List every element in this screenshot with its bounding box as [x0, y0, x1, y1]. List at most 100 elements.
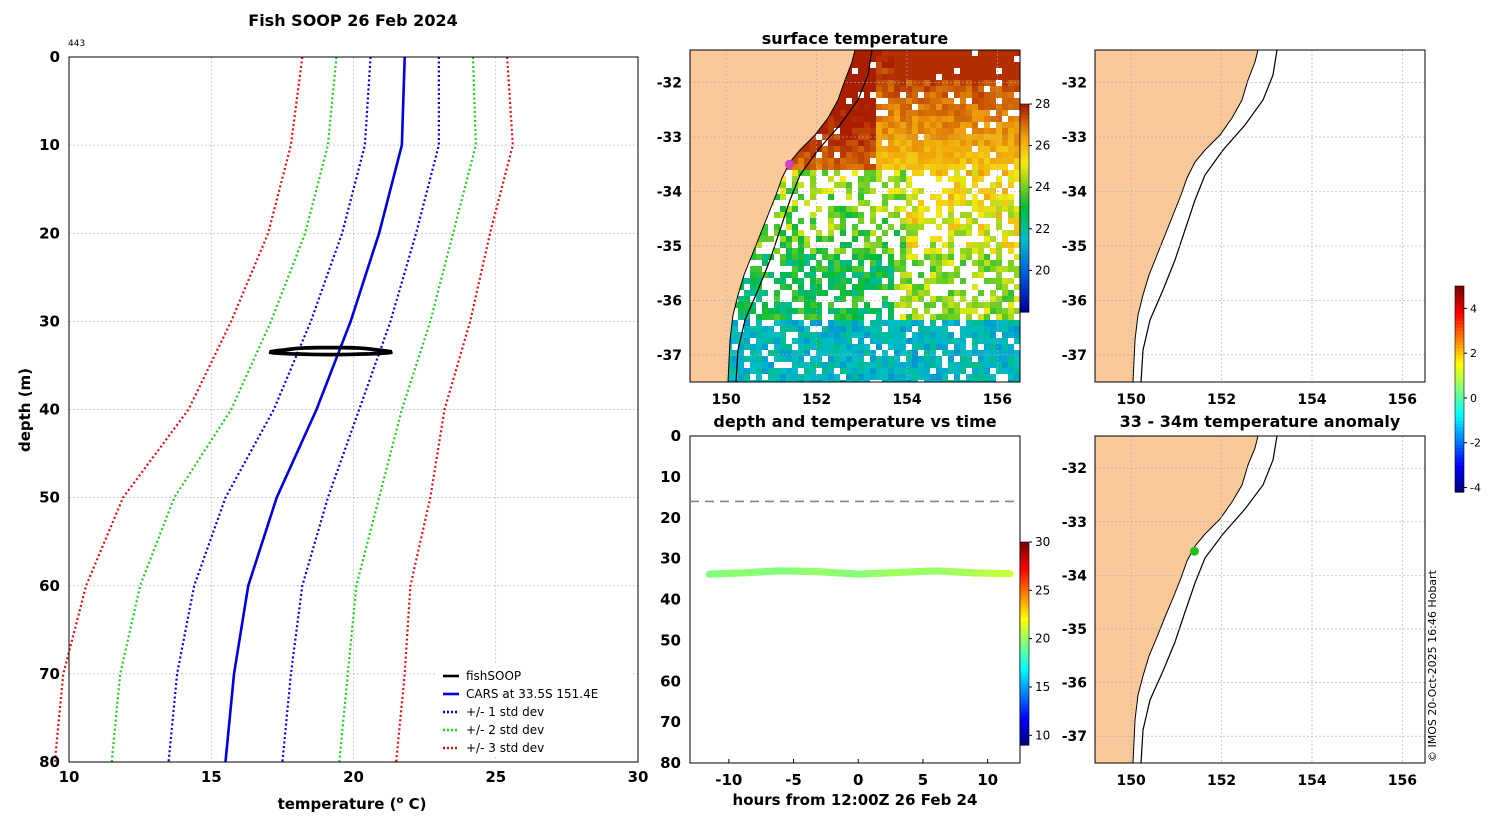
sst-cell	[948, 368, 954, 374]
sst-cell	[900, 56, 906, 62]
sst-cell	[780, 302, 786, 308]
sst-cell	[1014, 284, 1020, 290]
sst-cell	[930, 116, 936, 122]
sst-cell	[918, 62, 924, 68]
sst-cell	[1008, 296, 1014, 302]
sst-cell	[750, 302, 756, 308]
sst-cell	[1008, 320, 1014, 326]
sst-cell	[936, 338, 942, 344]
sst-cell	[828, 224, 834, 230]
sst-cell	[804, 272, 810, 278]
sst-cell	[1014, 140, 1020, 146]
sst-cell	[924, 356, 930, 362]
sst-cell	[804, 332, 810, 338]
sst-cell	[888, 314, 894, 320]
sst-cell	[864, 164, 870, 170]
colorbar-segment	[1020, 173, 1029, 178]
sst-cell	[732, 368, 738, 374]
sst-cell	[906, 296, 912, 302]
sst-cell	[774, 308, 780, 314]
sst-cell	[924, 344, 930, 350]
sst-cell	[942, 56, 948, 62]
sst-cell	[978, 350, 984, 356]
sst-cell	[798, 290, 804, 296]
sst-cell	[864, 122, 870, 128]
sst-cell	[810, 248, 816, 254]
sst-cell	[972, 128, 978, 134]
sst-cell	[882, 362, 888, 368]
colorbar-segment	[1020, 690, 1029, 695]
sst-cell	[990, 56, 996, 62]
sst-cell	[834, 356, 840, 362]
sst-cell	[978, 212, 984, 218]
sst-cell	[810, 368, 816, 374]
sst-cell	[978, 242, 984, 248]
sst-cell	[918, 50, 924, 56]
sst-cell	[840, 212, 846, 218]
colorbar-outline	[1454, 285, 1465, 493]
sst-cell	[840, 98, 846, 104]
sst-cell	[870, 266, 876, 272]
sst-cell	[804, 380, 810, 382]
sst-cell	[876, 74, 882, 80]
sst-cell	[918, 332, 924, 338]
colorbar-segment	[1020, 552, 1029, 557]
colorbar-segment	[1020, 142, 1029, 147]
colorbar-segment	[1020, 680, 1029, 685]
sst-cell	[768, 362, 774, 368]
time-x-tick-label: 0	[853, 771, 863, 789]
sst-cell	[876, 86, 882, 92]
sst-cell	[882, 74, 888, 80]
profile-y-tick-label: 80	[39, 753, 60, 771]
sst-cell	[846, 92, 852, 98]
sst-cell	[990, 260, 996, 266]
profile-x-tick-label: 30	[628, 768, 649, 786]
sst-cell	[990, 302, 996, 308]
sst-cell	[756, 272, 762, 278]
sst-cell	[810, 362, 816, 368]
sst-cell	[1008, 152, 1014, 158]
colorbar-segment	[1020, 298, 1029, 303]
sst-cell	[858, 200, 864, 206]
sst-cell	[738, 296, 744, 302]
sst-cell	[996, 284, 1002, 290]
sst-cell	[948, 158, 954, 164]
sst-cell	[1008, 50, 1014, 56]
sst-cell	[912, 260, 918, 266]
colorbar-segment	[1020, 596, 1029, 601]
sst-cell	[816, 266, 822, 272]
sst-cell	[972, 344, 978, 350]
sst-cell	[912, 362, 918, 368]
sst-cell	[924, 218, 930, 224]
sst-cell	[846, 146, 852, 152]
sst-cell	[840, 320, 846, 326]
map-lat-tick-label: -36	[657, 293, 682, 309]
sst-cell	[888, 164, 894, 170]
sst-cell	[762, 254, 768, 260]
sst-cell	[966, 122, 972, 128]
colorbar-segment	[1455, 437, 1464, 442]
sst-cell	[888, 176, 894, 182]
sst-cell	[882, 62, 888, 68]
time-series-title: depth and temperature vs time	[713, 412, 996, 431]
sst-cell	[924, 140, 930, 146]
sst-cell	[978, 290, 984, 296]
sst-cell	[972, 170, 978, 176]
time-y-tick-label: 40	[660, 591, 681, 609]
sst-cell	[912, 344, 918, 350]
sst-cell	[966, 158, 972, 164]
sst-cell	[996, 344, 1002, 350]
sst-cell	[954, 146, 960, 152]
sst-cell	[864, 152, 870, 158]
sst-cell	[792, 164, 798, 170]
sst-cell	[828, 212, 834, 218]
sst-cell	[972, 86, 978, 92]
sst-cell	[846, 320, 852, 326]
sst-cell	[876, 356, 882, 362]
sst-cell	[762, 290, 768, 296]
sst-cell	[756, 296, 762, 302]
sst-cell	[840, 122, 846, 128]
sst-cell	[744, 380, 750, 382]
sst-cell	[876, 164, 882, 170]
colorbar-segment	[1020, 548, 1029, 553]
